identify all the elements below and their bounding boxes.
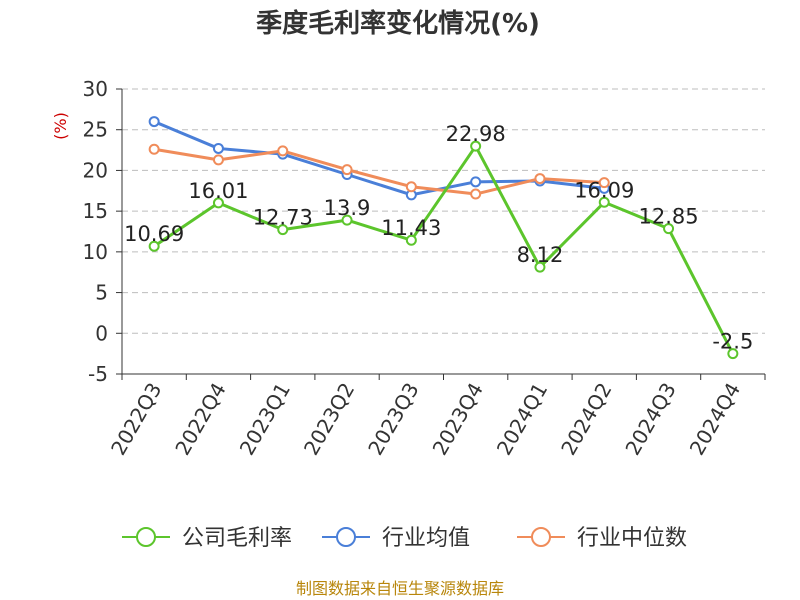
- y-tick-label: 10: [83, 240, 108, 264]
- data-point: [598, 196, 610, 208]
- x-tick-label: 2024Q2: [556, 379, 616, 460]
- axes: [116, 88, 766, 380]
- data-point: [341, 214, 353, 226]
- data-label: 11.43: [381, 216, 441, 240]
- data-point: [212, 154, 224, 166]
- data-point: [148, 116, 160, 128]
- data-point: [277, 145, 289, 157]
- data-label: 22.98: [446, 122, 506, 146]
- y-tick-label: -5: [88, 362, 108, 386]
- x-tick-label: 2023Q3: [363, 379, 423, 460]
- data-point: [470, 176, 482, 188]
- y-tick-label: 5: [95, 281, 108, 305]
- series-line: [153, 147, 605, 196]
- y-tick-label: 20: [83, 158, 108, 182]
- data-label: 16.01: [188, 179, 248, 203]
- data-label: 13.9: [324, 196, 371, 220]
- x-tick-label: 2023Q2: [299, 379, 359, 460]
- y-axis-unit: (%): [51, 112, 70, 140]
- legend-label: 公司毛利率: [182, 526, 292, 551]
- data-point: [405, 181, 417, 193]
- data-label: 16.09: [574, 178, 634, 202]
- data-point: [598, 177, 610, 189]
- y-tick-label: 0: [95, 321, 108, 345]
- data-point: [470, 140, 482, 152]
- data-point: [534, 261, 546, 273]
- x-tick-label: 2024Q1: [492, 379, 552, 460]
- legend-marker: [136, 527, 156, 547]
- data-point: [212, 197, 224, 209]
- data-label: 12.73: [253, 206, 313, 230]
- grid-lines: [122, 88, 765, 375]
- x-tick-labels: 2022Q3 2022Q4 2023Q1 2023Q2 2023Q3 2023Q4 2024…: [106, 379, 745, 460]
- data-label: 8.12: [517, 243, 564, 267]
- data-point: [148, 143, 160, 155]
- legend: 公司毛利率 行业均值 行业中位数: [122, 526, 687, 551]
- legend-marker: [336, 527, 356, 547]
- x-tick-label: 2022Q3: [106, 379, 166, 460]
- data-label: 12.85: [638, 205, 698, 229]
- y-tick-label: 15: [83, 199, 108, 223]
- x-tick-label: 2024Q4: [685, 379, 745, 460]
- data-point: [470, 188, 482, 200]
- x-tick-label: 2023Q1: [235, 379, 295, 460]
- y-tick-label: 30: [83, 77, 108, 101]
- legend-marker: [531, 527, 551, 547]
- x-tick-label: 2023Q4: [428, 379, 488, 460]
- data-point: [727, 348, 739, 360]
- legend-label: 行业中位数: [577, 526, 687, 551]
- data-label: -2.5: [712, 330, 753, 354]
- source-note: 制图数据来自恒生聚源数据库: [296, 579, 504, 598]
- y-tick-labels: -5 0 5 10 15 20 25 30: [83, 77, 108, 386]
- data-point: [212, 142, 224, 154]
- data-point: [341, 164, 353, 176]
- chart-title: 季度毛利率变化情况(%): [256, 8, 540, 39]
- y-tick-label: 25: [83, 118, 108, 142]
- x-tick-label: 2024Q3: [620, 379, 680, 460]
- x-tick-label: 2022Q4: [170, 379, 230, 460]
- data-point: [277, 224, 289, 236]
- data-label: 10.69: [124, 222, 184, 246]
- data-point: [405, 234, 417, 246]
- series-group: [148, 116, 739, 360]
- data-point: [148, 240, 160, 252]
- series-line: [153, 144, 735, 355]
- data-point: [663, 223, 675, 235]
- legend-label: 行业均值: [382, 526, 470, 551]
- data-point: [534, 173, 546, 185]
